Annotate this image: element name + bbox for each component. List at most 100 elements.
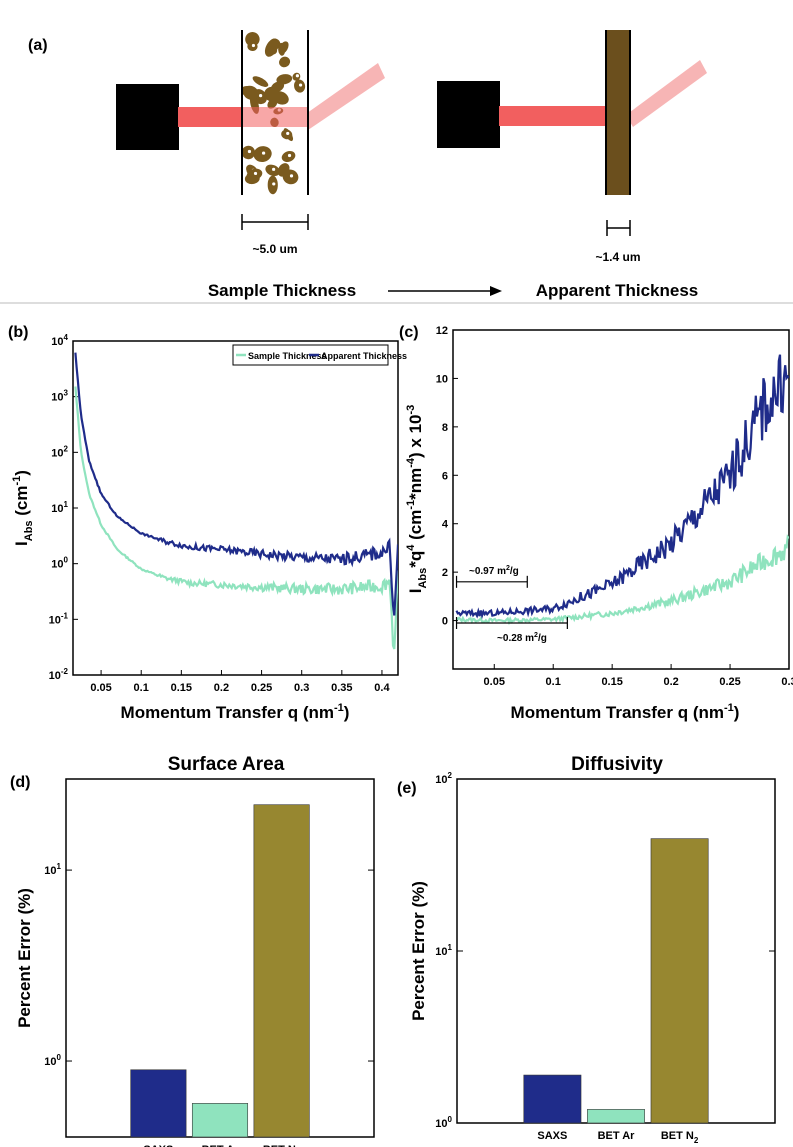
pore — [272, 182, 276, 186]
chart-b: (b) 0.05 0.1 0.15 0.2 0.25 0.3 0.35 0.4 10-2 10-1… — [8, 324, 407, 722]
panel-c-label: (c) — [399, 324, 419, 341]
arrow — [388, 286, 502, 296]
category-label: SAXS — [143, 1144, 173, 1147]
y-axis-label: IAbs*q4 (cm-1*nm-4) x 10-3 — [405, 405, 429, 594]
dimension-label-left: ~5.0 um — [252, 242, 297, 256]
plot-frame — [65, 778, 375, 1138]
annotation-0: ~0.97 m2/g — [455, 565, 528, 588]
chart-e: (e) Diffusivity 100 101 102 SAXS BET Ar BET N… — [397, 754, 776, 1145]
panel-e-label: (e) — [397, 780, 417, 797]
panel-a: (a) ~5.0 um — [28, 30, 707, 300]
x-axis-label: Momentum Transfer q (nm-1) — [121, 702, 350, 722]
bar-saxs — [130, 1069, 187, 1138]
y-tick-label: 10 — [436, 373, 448, 385]
x-tick-label: 0.15 — [601, 676, 622, 688]
pore — [287, 153, 292, 158]
x-tick-label: 0.1 — [134, 682, 149, 694]
particle — [264, 86, 280, 102]
particle — [264, 38, 279, 57]
bar-bet-n — [253, 804, 310, 1138]
bar-bet-n — [650, 838, 709, 1124]
dimension-left — [241, 214, 309, 230]
particle — [279, 56, 291, 68]
bar-saxs — [523, 1074, 582, 1124]
y-tick-label: 103 — [51, 389, 68, 404]
y-tick-label: 100 — [435, 1115, 452, 1130]
x-tick-label: 0.1 — [546, 676, 561, 688]
detector-block-right — [437, 81, 500, 148]
particle — [278, 42, 286, 56]
dimension-label-right: ~1.4 um — [595, 250, 640, 264]
annotation-label: ~0.28 m2/g — [497, 632, 547, 644]
series-line-0 — [74, 386, 398, 650]
y-tick-label: 4 — [442, 519, 449, 531]
y-tick-label: 8 — [442, 422, 448, 434]
panel-b-label: (b) — [8, 324, 28, 341]
chart-c: (c) 0.05 0.1 0.15 0.2 0.25 0.3 0 2 4 6 8 10 12 ~0.97 … — [399, 324, 793, 722]
y-tick-label: 2 — [442, 567, 448, 579]
series-line-1 — [455, 354, 789, 620]
particle — [243, 85, 259, 100]
category-label: BET Ar — [202, 1144, 240, 1147]
bar-bet-ar — [191, 1103, 249, 1138]
scattered-beam-left — [300, 63, 385, 130]
bar-bet-ar — [587, 1109, 645, 1124]
y-tick-label: 101 — [44, 862, 61, 877]
annotation-1: ~0.28 m2/g — [455, 616, 568, 644]
category-label: BET Ar — [598, 1130, 636, 1142]
pore — [251, 43, 256, 48]
series-line-0 — [455, 534, 789, 626]
dimension-right — [606, 220, 631, 236]
beam-right — [499, 106, 608, 126]
chart-d: (d) Surface Area 100 101 SAXS BET Ar BET N2 P… — [10, 754, 375, 1147]
chart-e-title: Diffusivity — [571, 754, 663, 775]
y-tick-label: 101 — [51, 500, 68, 515]
particle — [245, 32, 260, 47]
pore — [247, 149, 252, 154]
x-tick-label: 0.3 — [294, 682, 309, 694]
pore — [289, 174, 294, 178]
legend-label: Sample Thickness — [248, 351, 327, 361]
y-axis-label: IAbs (cm-1) — [11, 470, 35, 546]
pore — [272, 167, 276, 171]
panel-a-label: (a) — [28, 37, 48, 54]
plot-frame — [456, 778, 776, 1124]
dense-film — [605, 30, 631, 195]
particle — [267, 98, 278, 109]
y-tick-label: 12 — [436, 325, 448, 337]
x-tick-label: 0.4 — [374, 682, 390, 694]
x-tick-label: 0.2 — [663, 676, 678, 688]
caption-sample-thickness: Sample Thickness — [208, 281, 356, 300]
y-tick-label: 100 — [51, 556, 68, 571]
y-tick-label: 104 — [51, 333, 68, 348]
x-tick-label: 0.2 — [214, 682, 229, 694]
x-tick-label: 0.25 — [251, 682, 272, 694]
y-axis-label: Percent Error (%) — [15, 888, 34, 1028]
y-axis-label: Percent Error (%) — [409, 881, 428, 1021]
caption-apparent-thickness: Apparent Thickness — [536, 281, 699, 300]
x-axis-label: Momentum Transfer q (nm-1) — [511, 702, 740, 722]
series-line-1 — [74, 352, 398, 616]
plot-frame — [72, 340, 399, 676]
y-tick-label: 102 — [435, 771, 452, 786]
y-tick-label: 102 — [51, 444, 68, 459]
y-tick-label: 0 — [442, 616, 448, 628]
y-tick-label: 10-1 — [49, 611, 69, 626]
x-tick-label: 0.35 — [331, 682, 352, 694]
pore — [295, 74, 299, 78]
detector-block-left — [116, 84, 179, 150]
category-label: BET N2 — [661, 1130, 699, 1145]
pore — [259, 94, 263, 98]
pore — [253, 171, 258, 176]
legend-label: Apparent Thickness — [321, 351, 407, 361]
plot-frame — [452, 329, 790, 670]
pore — [298, 83, 303, 87]
category-label: SAXS — [537, 1130, 567, 1142]
x-tick-label: 0.05 — [90, 682, 111, 694]
particle — [252, 76, 269, 87]
x-tick-label: 0.25 — [719, 676, 740, 688]
x-tick-label: 0.15 — [171, 682, 192, 694]
annotation-label: ~0.97 m2/g — [469, 565, 519, 577]
